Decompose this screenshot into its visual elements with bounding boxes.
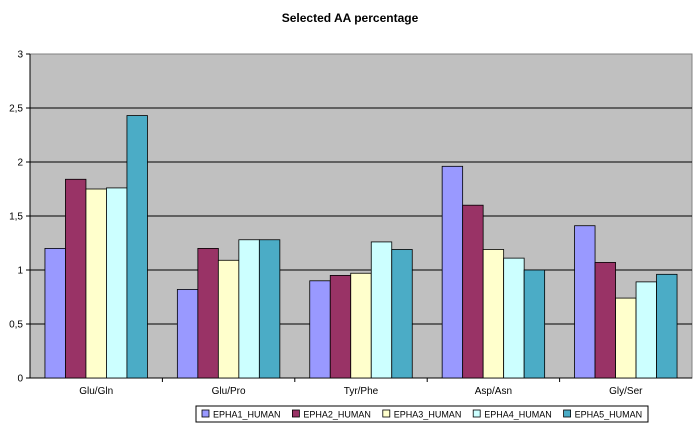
legend-swatch bbox=[563, 409, 571, 418]
legend-label: EPHA1_HUMAN bbox=[213, 410, 281, 420]
y-tick-label: 2,5 bbox=[9, 104, 23, 115]
bar-epha5_human-glu-gln bbox=[126, 115, 148, 379]
bar-epha5_human-gly-ser bbox=[656, 273, 678, 379]
bar-epha1_human-glu-gln bbox=[44, 247, 66, 379]
bar-epha3_human-glu-gln bbox=[85, 188, 107, 379]
legend-swatch bbox=[382, 409, 391, 418]
legend-label: EPHA5_HUMAN bbox=[575, 410, 643, 420]
y-tick-label: 3 bbox=[17, 50, 23, 61]
legend-label: EPHA3_HUMAN bbox=[394, 410, 462, 420]
bar-epha3_human-tyr-phe bbox=[350, 272, 372, 379]
x-tick-label: Gly/Ser bbox=[609, 386, 643, 397]
legend-label: EPHA4_HUMAN bbox=[484, 410, 552, 420]
bar-epha4_human-glu-gln bbox=[106, 187, 128, 379]
legend-swatch bbox=[201, 409, 210, 418]
y-tick-label: 2 bbox=[17, 158, 23, 169]
chart-title: Selected AA percentage bbox=[282, 11, 419, 25]
bar-epha5_human-asp-asn bbox=[523, 269, 546, 379]
bar-epha3_human-gly-ser bbox=[615, 297, 637, 379]
y-tick-label: 1,5 bbox=[9, 212, 23, 223]
bar-epha4_human-asp-asn bbox=[503, 257, 525, 379]
bar-epha5_human-glu-pro bbox=[258, 239, 281, 379]
bar-epha2_human-asp-asn bbox=[462, 204, 484, 379]
x-tick-label: Glu/Pro bbox=[212, 386, 246, 397]
bar-epha3_human-asp-asn bbox=[482, 249, 505, 379]
bar-epha1_human-tyr-phe bbox=[309, 280, 331, 379]
y-tick-label: 0 bbox=[17, 374, 23, 385]
legend-swatch bbox=[472, 409, 481, 418]
y-tick-label: 1 bbox=[17, 266, 23, 277]
legend-swatch bbox=[291, 409, 300, 418]
bar-epha1_human-asp-asn bbox=[441, 165, 464, 379]
bar-epha5_human-tyr-phe bbox=[391, 249, 413, 379]
bar-epha4_human-tyr-phe bbox=[370, 241, 393, 379]
bar-epha2_human-glu-gln bbox=[65, 178, 87, 379]
x-tick-label: Asp/Asn bbox=[475, 386, 512, 397]
bar-epha2_human-gly-ser bbox=[594, 262, 616, 379]
bar-epha4_human-glu-pro bbox=[238, 239, 260, 379]
x-tick-label: Glu/Gln bbox=[79, 386, 113, 397]
bar-epha1_human-glu-pro bbox=[176, 289, 199, 379]
legend bbox=[195, 405, 649, 423]
bar-epha2_human-tyr-phe bbox=[329, 274, 352, 379]
legend-label: EPHA2_HUMAN bbox=[303, 410, 371, 420]
bar-epha2_human-glu-pro bbox=[197, 247, 219, 379]
bar-epha3_human-glu-pro bbox=[217, 259, 240, 379]
x-tick-label: Tyr/Phe bbox=[344, 386, 379, 397]
y-tick-label: 0,5 bbox=[9, 320, 23, 331]
bar-epha1_human-gly-ser bbox=[574, 225, 596, 379]
bar-epha4_human-gly-ser bbox=[635, 281, 657, 379]
